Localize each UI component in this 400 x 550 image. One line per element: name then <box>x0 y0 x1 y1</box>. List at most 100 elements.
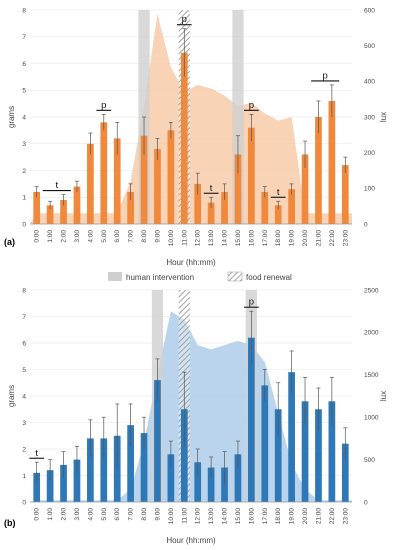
significance-label: t <box>56 180 59 191</box>
x-tick-label: 3:00 <box>74 230 81 243</box>
y2-tick-label: 1000 <box>364 415 379 422</box>
x-tick-label: 14:00 <box>222 508 229 525</box>
x-tick-label: 13:00 <box>208 230 215 247</box>
y2-axis-label: lux <box>379 112 388 122</box>
y-tick-label: 7 <box>22 34 26 41</box>
x-tick-label: 15:00 <box>235 230 242 247</box>
y-tick-label: 1 <box>22 195 26 202</box>
x-tick-label: 4:00 <box>87 508 94 521</box>
y2-tick-label: 600 <box>364 7 375 14</box>
data-bar <box>140 433 148 502</box>
data-bar <box>140 135 148 224</box>
significance-label: t <box>210 183 213 194</box>
y2-tick-label: 500 <box>364 43 375 50</box>
data-bar <box>274 205 282 224</box>
y2-tick-label: 0 <box>364 221 368 228</box>
x-tick-label: 22:00 <box>329 508 336 525</box>
data-bar <box>274 409 282 502</box>
lux-area <box>30 311 352 502</box>
chart-panel-b: 0 1 2 3 4 5 6 7 8 0 500 1000 1500 2000 2500 0:00 1:00 2:0… <box>4 287 388 545</box>
data-bar <box>127 191 134 224</box>
legend-food-renewal-swatch <box>227 271 243 282</box>
data-bar <box>33 191 41 224</box>
x-tick-label: 8:00 <box>141 508 148 521</box>
data-bar <box>207 202 215 224</box>
data-bar <box>234 454 242 502</box>
significance-label: p <box>249 297 254 308</box>
y-tick-label: 0 <box>22 499 26 506</box>
y2-tick-label: 500 <box>364 457 375 464</box>
panel-label: (b) <box>4 518 16 528</box>
significance-label: p <box>101 100 106 111</box>
data-bar <box>73 459 81 502</box>
x-tick-label: 0:00 <box>34 230 41 243</box>
data-bar <box>113 435 121 502</box>
significance-label: t <box>277 187 280 198</box>
y-tick-label: 0 <box>22 221 26 228</box>
y-tick-label: 8 <box>22 7 26 14</box>
y-tick-label: 5 <box>22 88 26 95</box>
data-bar <box>194 183 202 224</box>
x-tick-label: 17:00 <box>262 508 269 525</box>
data-bar <box>341 443 349 502</box>
x-tick-label: 18:00 <box>275 508 282 525</box>
data-bar <box>194 462 202 502</box>
data-bar <box>60 464 67 502</box>
data-bar <box>301 154 309 224</box>
x-axis-label: Hour (hh:mm) <box>166 258 216 267</box>
data-bar <box>87 438 94 502</box>
data-bar <box>113 138 121 224</box>
y2-tick-label: 100 <box>364 186 375 193</box>
x-tick-label: 9:00 <box>154 508 161 521</box>
x-tick-label: 1:00 <box>47 230 54 243</box>
data-bar <box>234 154 242 224</box>
x-tick-label: 7:00 <box>128 230 135 243</box>
y-tick-label: 7 <box>22 314 26 321</box>
y2-tick-label: 2500 <box>364 287 379 294</box>
x-tick-label: 23:00 <box>342 230 349 247</box>
data-bar <box>315 409 322 502</box>
x-tick-label: 12:00 <box>195 230 202 247</box>
x-tick-label: 0:00 <box>34 508 41 521</box>
data-bar <box>100 122 108 224</box>
data-bar <box>288 189 295 224</box>
x-tick-label: 9:00 <box>154 230 161 243</box>
x-tick-label: 18:00 <box>275 230 282 247</box>
x-tick-label: 6:00 <box>114 508 121 521</box>
y-axis-label: grams <box>7 106 16 128</box>
data-bar <box>248 127 255 224</box>
data-bar <box>100 438 108 502</box>
y-tick-label: 4 <box>22 393 26 400</box>
y-tick-label: 3 <box>22 141 26 148</box>
y2-axis-label: lux <box>379 391 388 401</box>
y-tick-label: 4 <box>22 114 26 121</box>
data-bar <box>33 472 41 502</box>
x-tick-label: 4:00 <box>87 230 94 243</box>
x-tick-label: 16:00 <box>248 230 255 247</box>
lux-area <box>30 13 352 225</box>
x-tick-label: 19:00 <box>289 230 296 247</box>
significance-label: p <box>182 14 187 25</box>
x-tick-label: 23:00 <box>342 508 349 525</box>
x-tick-label: 16:00 <box>248 508 255 525</box>
data-bar <box>221 467 228 502</box>
y2-tick-label: 1500 <box>364 372 379 379</box>
y-axis-label: grams <box>7 385 16 407</box>
y2-tick-label: 0 <box>364 499 368 506</box>
x-axis-label: Hour (hh:mm) <box>166 536 216 545</box>
data-bar <box>180 52 188 224</box>
x-tick-label: 15:00 <box>235 508 242 525</box>
x-tick-label: 21:00 <box>315 508 322 525</box>
legend-human-intervention-label: human intervention <box>126 273 194 282</box>
panel-label: (a) <box>4 237 15 247</box>
x-tick-label: 3:00 <box>74 508 81 521</box>
data-bar <box>60 199 67 224</box>
x-tick-label: 11:00 <box>181 230 188 246</box>
x-tick-label: 2:00 <box>61 230 68 243</box>
y-tick-label: 1 <box>22 473 26 480</box>
x-tick-label: 11:00 <box>181 508 188 524</box>
significance-label: t <box>35 448 38 459</box>
x-tick-label: 10:00 <box>168 230 175 247</box>
x-tick-label: 12:00 <box>195 508 202 525</box>
